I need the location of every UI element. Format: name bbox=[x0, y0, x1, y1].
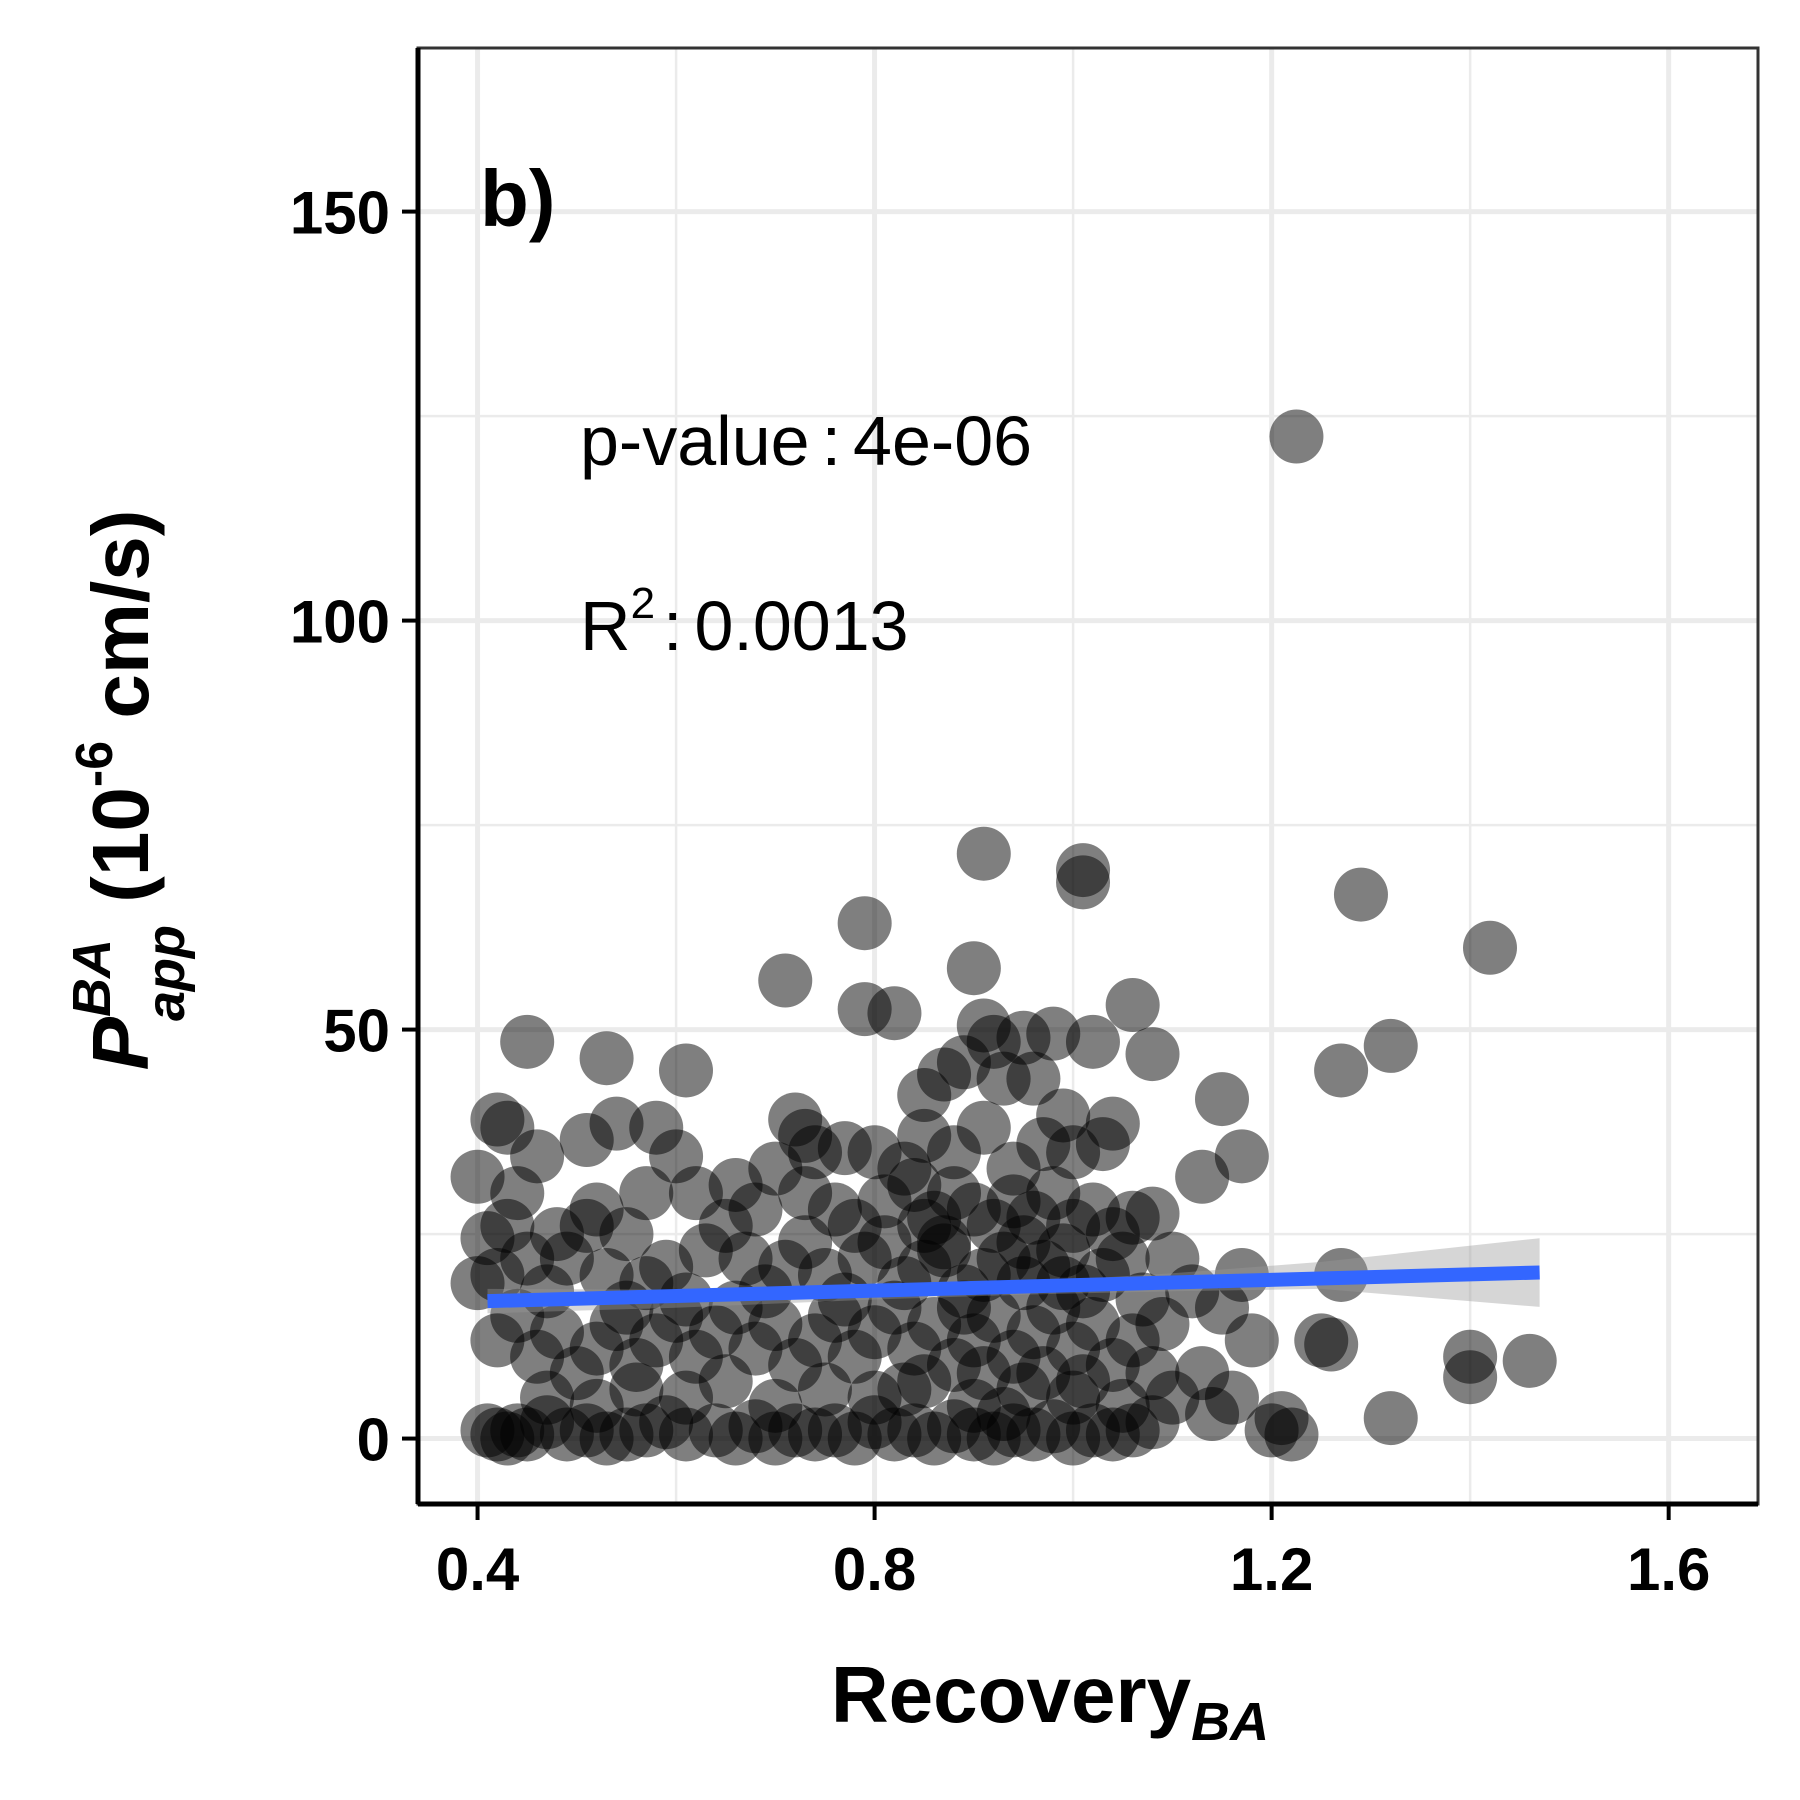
y-axis-title-unit-close: cm/s) bbox=[76, 510, 165, 741]
y-tick-label-2: 100 bbox=[290, 589, 390, 656]
data-point-207 bbox=[797, 1362, 852, 1417]
data-point-216 bbox=[956, 1100, 1011, 1155]
data-point-223 bbox=[996, 1215, 1051, 1270]
data-point-84 bbox=[1443, 1350, 1498, 1405]
data-point-89 bbox=[1264, 1407, 1319, 1462]
data-point-23 bbox=[1195, 1072, 1249, 1127]
x-tick-label-2: 1.2 bbox=[1230, 1536, 1313, 1603]
data-point-218 bbox=[1016, 1117, 1071, 1172]
r2-superscript: 2 bbox=[631, 579, 655, 628]
data-point-93 bbox=[1204, 1370, 1259, 1425]
data-point-85 bbox=[1502, 1333, 1557, 1388]
data-point-7 bbox=[946, 941, 1001, 996]
r2-label: R bbox=[580, 587, 631, 665]
data-point-11 bbox=[1105, 978, 1160, 1033]
data-point-48 bbox=[1075, 1117, 1130, 1172]
data-point-21 bbox=[1363, 1018, 1418, 1073]
y-axis-title: PBA app (10-6 cm/s) bbox=[62, 510, 196, 1071]
pvalue-annotation: p-value:4e-06 bbox=[580, 402, 1032, 480]
data-point-6 bbox=[1463, 920, 1517, 975]
y-axis-title-subscript: app bbox=[136, 925, 196, 1021]
data-point-127 bbox=[1095, 1231, 1150, 1286]
data-point-86 bbox=[1363, 1391, 1418, 1446]
pvalue-separator: : bbox=[822, 402, 841, 480]
data-point-213 bbox=[1095, 1378, 1150, 1433]
data-point-206 bbox=[748, 1378, 803, 1433]
data-point-82 bbox=[1304, 1317, 1359, 1372]
data-point-18 bbox=[500, 1014, 555, 1069]
data-point-0 bbox=[1269, 409, 1324, 464]
data-point-45 bbox=[1006, 1051, 1061, 1106]
data-point-4 bbox=[1333, 867, 1388, 922]
data-point-25 bbox=[1175, 1149, 1230, 1204]
data-point-24 bbox=[1214, 1129, 1269, 1184]
data-point-20 bbox=[659, 1043, 713, 1098]
y-axis-title-unit-exponent: -6 bbox=[66, 741, 124, 787]
data-point-226 bbox=[897, 1198, 952, 1253]
r2-annotation: R2:0.0013 bbox=[580, 579, 909, 665]
y-axis-title-superscript: BA bbox=[62, 939, 122, 1017]
data-point-79 bbox=[1224, 1313, 1279, 1368]
data-point-3 bbox=[1056, 855, 1111, 910]
y-tick-label-0: 0 bbox=[357, 1407, 390, 1474]
y-axis-title-main: P bbox=[76, 1016, 165, 1070]
data-point-221 bbox=[956, 1346, 1011, 1401]
data-point-222 bbox=[976, 1387, 1031, 1442]
data-point-5 bbox=[837, 896, 892, 951]
y-tick-label-1: 50 bbox=[323, 998, 390, 1065]
x-axis-title: RecoveryBA bbox=[831, 1650, 1269, 1752]
axes: 0.4 0.8 1.2 1.6 0 50 100 150 bbox=[290, 48, 1758, 1603]
x-tick-label-0: 0.4 bbox=[436, 1536, 520, 1603]
data-point-17 bbox=[1125, 1027, 1180, 1082]
y-axis-title-unit-open: (10 bbox=[76, 787, 165, 925]
data-point-16 bbox=[1065, 1014, 1120, 1069]
data-point-22 bbox=[1314, 1043, 1369, 1098]
data-point-1 bbox=[956, 826, 1011, 881]
r2-separator: : bbox=[663, 587, 682, 665]
data-point-10 bbox=[867, 986, 922, 1041]
fit-line bbox=[487, 1265, 1540, 1309]
r2-value: 0.0013 bbox=[695, 587, 909, 665]
data-point-205 bbox=[698, 1354, 753, 1409]
pvalue-value: 4e-06 bbox=[853, 402, 1032, 480]
data-point-201 bbox=[520, 1370, 575, 1425]
data-point-54 bbox=[619, 1166, 674, 1221]
data-point-74 bbox=[1105, 1190, 1160, 1245]
data-point-29 bbox=[470, 1092, 525, 1147]
x-tick-label-1: 0.8 bbox=[833, 1536, 916, 1603]
x-tick-label-3: 1.6 bbox=[1627, 1536, 1710, 1603]
panel-label: b) bbox=[480, 154, 556, 243]
data-point-228 bbox=[1056, 1354, 1111, 1409]
regression-fit bbox=[487, 1238, 1540, 1314]
x-axis-title-subscript: BA bbox=[1191, 1692, 1269, 1752]
data-point-8 bbox=[758, 953, 813, 1008]
data-point-100 bbox=[559, 1198, 614, 1253]
data-point-32 bbox=[589, 1096, 644, 1151]
data-point-203 bbox=[609, 1362, 664, 1417]
data-point-19 bbox=[579, 1031, 634, 1086]
pvalue-label: p-value bbox=[580, 402, 810, 480]
x-axis-title-main: Recovery bbox=[831, 1650, 1192, 1739]
y-tick-label-3: 150 bbox=[290, 180, 390, 247]
data-point-225 bbox=[877, 1362, 932, 1417]
